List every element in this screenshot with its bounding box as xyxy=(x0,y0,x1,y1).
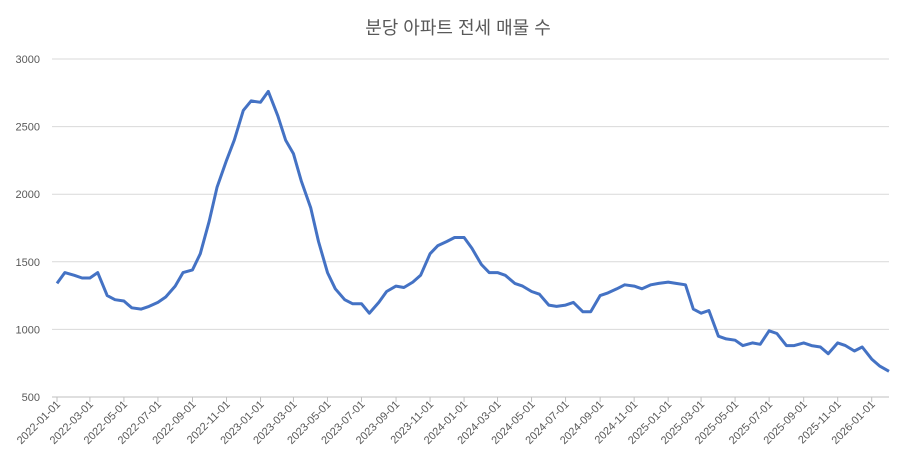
y-tick-label: 500 xyxy=(22,392,40,404)
data-line xyxy=(55,89,890,373)
y-tick-label: 3000 xyxy=(16,54,40,66)
y-tick-label: 2000 xyxy=(16,189,40,201)
y-tick-label: 1000 xyxy=(16,324,40,336)
y-tick-label: 2500 xyxy=(16,122,40,134)
chart-title: 분당 아파트 전세 매물 수 xyxy=(365,18,551,38)
y-tick-label: 1500 xyxy=(16,257,40,269)
